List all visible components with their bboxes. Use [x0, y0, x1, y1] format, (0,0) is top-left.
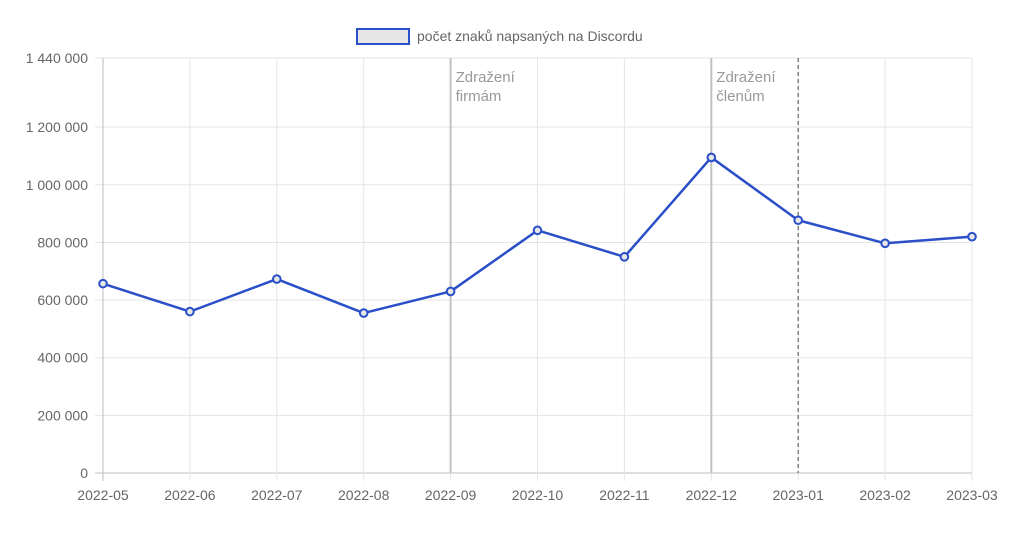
- x-tick-label: 2022-06: [164, 487, 216, 503]
- annotation-label: Zdražení: [716, 69, 776, 86]
- y-tick-label: 600 000: [37, 292, 88, 308]
- y-tick-label: 1 440 000: [26, 50, 88, 66]
- data-point: [967, 231, 977, 242]
- annotation-label: členům: [716, 88, 764, 105]
- y-tick-label: 1 200 000: [26, 119, 88, 135]
- data-point: [532, 225, 543, 236]
- y-tick-label: 800 000: [37, 234, 88, 250]
- annotation-label: firmám: [456, 88, 502, 105]
- x-tick-label: 2022-11: [599, 487, 650, 503]
- x-tick-label: 2022-08: [338, 487, 390, 503]
- data-point: [272, 274, 282, 284]
- data-point: [619, 252, 630, 262]
- data-point: [445, 286, 456, 297]
- y-tick-label: 0: [80, 465, 88, 481]
- data-point: [880, 238, 890, 249]
- data-point: [185, 306, 195, 317]
- x-tick-label: 2022-05: [77, 487, 129, 503]
- x-tick-label: 2023-01: [773, 487, 825, 503]
- data-point: [98, 278, 108, 289]
- y-tick-label: 400 000: [37, 350, 88, 366]
- x-tick-label: 2022-07: [251, 487, 303, 503]
- legend-label: počet znaků napsaných na Discordu: [417, 28, 643, 44]
- x-tick-label: 2023-02: [859, 487, 911, 503]
- annotation-label: Zdražení: [456, 69, 516, 86]
- x-tick-label: 2023-03: [946, 487, 998, 503]
- x-tick-label: 2022-12: [686, 487, 738, 503]
- y-tick-label: 1 000 000: [26, 177, 88, 193]
- x-tick-label: 2022-09: [425, 487, 477, 503]
- data-point: [358, 308, 369, 318]
- y-tick-label: 200 000: [37, 407, 88, 423]
- legend-swatch: [356, 28, 410, 45]
- x-tick-label: 2022-10: [512, 487, 564, 503]
- data-point: [793, 215, 804, 226]
- data-point: [706, 152, 717, 163]
